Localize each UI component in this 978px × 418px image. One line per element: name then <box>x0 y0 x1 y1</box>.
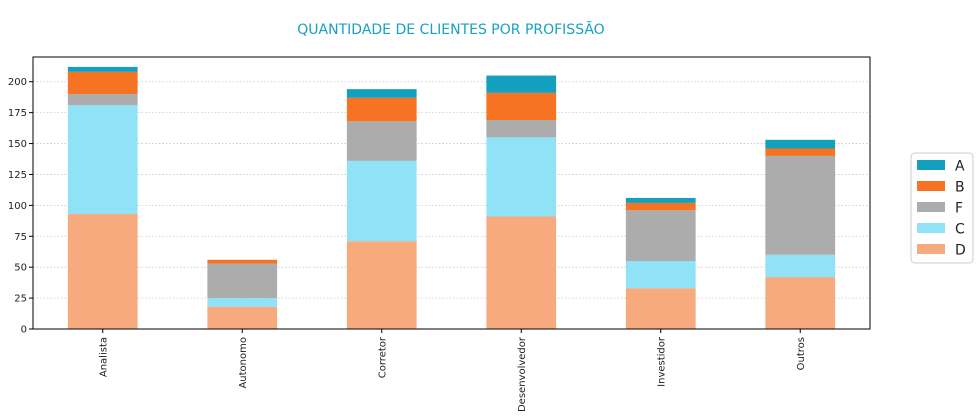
bar-investidor-d <box>625 288 696 329</box>
legend-swatch-c <box>917 223 945 233</box>
legend-swatch-a <box>917 160 945 170</box>
legend-label-c: C <box>955 222 965 238</box>
bar-desenvolvedor-f <box>486 120 557 138</box>
y-tick-label: 200 <box>8 77 27 88</box>
bars <box>67 66 836 329</box>
legend-swatch-f <box>917 202 945 212</box>
chart-title: QUANTIDADE DE CLIENTES POR PROFISSÃO <box>297 21 604 38</box>
y-tick-label: 25 <box>14 294 27 305</box>
bar-outros-d <box>765 277 836 329</box>
plot-frame <box>32 56 871 330</box>
bar-outros-c <box>765 254 836 278</box>
y-tick-label: 150 <box>8 139 27 150</box>
x-tick-label: Analista <box>98 337 109 377</box>
bar-analista-d <box>67 214 138 329</box>
legend-swatch-d <box>917 244 945 254</box>
bar-autonomo-f <box>207 263 278 299</box>
bar-analista-c <box>67 105 138 215</box>
bar-desenvolvedor-d <box>486 216 557 329</box>
bar-investidor-b <box>625 202 696 211</box>
x-tick-label: Desenvolvedor <box>517 336 528 412</box>
y-tick-label: 75 <box>14 232 27 243</box>
bar-corretor-d <box>346 241 417 329</box>
bar-investidor-a <box>625 197 696 203</box>
legend-label-a: A <box>955 159 965 175</box>
bar-outros-a <box>765 139 836 149</box>
bar-investidor-c <box>625 261 696 289</box>
bar-corretor-f <box>346 121 417 161</box>
bar-corretor-a <box>346 89 417 98</box>
bar-investidor-f <box>625 210 696 261</box>
bar-corretor-c <box>346 160 417 242</box>
x-axis: Analista Autonomo Corretor Desenvolvedor Inv… <box>98 329 807 412</box>
y-tick-label: 125 <box>8 170 27 181</box>
y-tick-label: 100 <box>8 201 27 212</box>
legend-swatch-b <box>917 181 945 191</box>
y-tick-label: 50 <box>14 263 27 274</box>
bar-desenvolvedor-a <box>486 75 557 93</box>
legend-label-f: F <box>955 201 963 217</box>
bar-autonomo-c <box>207 298 278 307</box>
gridlines <box>33 81 870 330</box>
x-tick-label: Autonomo <box>238 337 249 389</box>
y-tick-label: 175 <box>8 108 27 119</box>
x-tick-label: Outros <box>796 337 807 370</box>
bar-outros-f <box>765 155 836 255</box>
bar-analista-f <box>67 94 138 106</box>
bar-autonomo-b <box>207 259 278 264</box>
x-tick-label: Corretor <box>377 336 388 378</box>
y-tick-label: 0 <box>21 325 27 336</box>
bar-desenvolvedor-b <box>486 92 557 121</box>
bar-corretor-b <box>346 97 417 122</box>
legend-label-b: B <box>955 180 965 196</box>
bar-autonomo-d <box>207 306 278 329</box>
bar-analista-b <box>67 71 138 95</box>
bar-outros-b <box>765 148 836 156</box>
bar-analista-a <box>67 66 138 72</box>
y-axis: 0 25 50 75 100 125 150 175 200 <box>8 77 33 336</box>
legend-label-d: D <box>955 243 966 259</box>
x-tick-label: Investidor <box>656 336 667 387</box>
bar-desenvolvedor-c <box>486 137 557 217</box>
